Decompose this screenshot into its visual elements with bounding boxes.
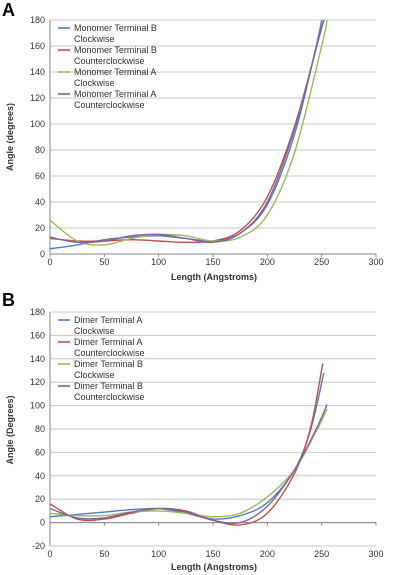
x-tick-label-b-1: 50 — [99, 549, 109, 559]
y-tick-label-b-7: 120 — [30, 377, 45, 387]
series-line-a-3 — [50, 20, 325, 244]
legend-label-a-0-0: Monomer Terminal B — [74, 23, 157, 33]
y-tick-label-a-3: 60 — [35, 171, 45, 181]
series-a — [50, 20, 328, 250]
legend-label-a-3-1: Counterclockwise — [74, 100, 145, 110]
y-axis-title-a: Angle (degrees) — [5, 103, 15, 171]
x-axis-title-b: Length (Angstroms) — [171, 562, 257, 572]
y-tick-label-a-7: 140 — [30, 67, 45, 77]
series-line-a-2 — [50, 20, 328, 246]
chart-panel-a: A 0 20 40 60 80 100 120 140 160 180 0 50 100 150 200 25… — [2, 0, 384, 282]
y-tick-label-a-9: 180 — [30, 15, 45, 25]
legend-label-a-3-0: Monomer Terminal A — [74, 89, 156, 99]
y-tick-label-b-3: 40 — [35, 471, 45, 481]
series-line-b-3 — [50, 404, 328, 525]
panel-label-a: A — [2, 0, 15, 20]
legend-label-b-1-1: Counterclockwise — [74, 348, 145, 358]
y-tick-label-a-4: 80 — [35, 145, 45, 155]
legend-label-b-2-1: Clockwise — [74, 370, 115, 380]
x-tick-label-a-2: 100 — [151, 257, 166, 267]
legend-label-b-0-0: Dimer Terminal A — [74, 315, 142, 325]
y-tick-label-a-1: 20 — [35, 223, 45, 233]
y-tick-label-a-5: 100 — [30, 119, 45, 129]
y-tick-label-a-0: 0 — [40, 249, 45, 259]
y-tick-label-b-0: -20 — [32, 541, 45, 551]
series-b — [50, 363, 328, 526]
legend-label-b-2-0: Dimer Terminal B — [74, 359, 143, 369]
legend-label-a-1-0: Monomer Terminal B — [74, 45, 157, 55]
series-line-b-2 — [50, 408, 328, 518]
legend-label-b-3-1: Counterclockwise — [74, 392, 145, 402]
x-tick-label-b-4: 200 — [260, 549, 275, 559]
y-tick-label-a-2: 40 — [35, 197, 45, 207]
legend-label-a-2-0: Monomer Terminal A — [74, 67, 156, 77]
x-axis-title-a: Length (Angstroms) — [171, 272, 257, 282]
x-tick-label-b-3: 150 — [205, 549, 220, 559]
axes-b — [49, 312, 377, 546]
tick-labels-a: 0 20 40 60 80 100 120 140 160 180 0 50 100 150 200 250 3… — [30, 15, 384, 267]
grid-b — [50, 311, 376, 547]
y-tick-label-b-2: 20 — [35, 494, 45, 504]
legend-label-a-2-1: Clockwise — [74, 78, 115, 88]
axes-a — [49, 20, 377, 257]
x-tick-label-b-2: 100 — [151, 549, 166, 559]
y-axis-title-b: Angle (Degrees) — [5, 395, 15, 464]
legend-label-b-3-0: Dimer Terminal B — [74, 381, 143, 391]
x-tick-label-a-4: 200 — [260, 257, 275, 267]
legend-label-a-0-1: Clockwise — [74, 34, 115, 44]
x-tick-label-a-0: 0 — [47, 257, 52, 267]
panel-label-b: B — [2, 290, 15, 310]
y-tick-label-b-5: 80 — [35, 424, 45, 434]
y-tick-label-a-8: 160 — [30, 41, 45, 51]
y-tick-label-a-6: 120 — [30, 93, 45, 103]
legend-label-b-0-1: Clockwise — [74, 326, 115, 336]
y-tick-label-b-10: 180 — [30, 307, 45, 317]
x-tick-label-a-1: 50 — [99, 257, 109, 267]
legend-label-a-1-1: Counterclockwise — [74, 56, 145, 66]
x-tick-label-b-6: 300 — [368, 549, 383, 559]
y-tick-label-b-1: 0 — [40, 518, 45, 528]
x-tick-label-b-0: 0 — [47, 549, 52, 559]
y-tick-label-b-9: 160 — [30, 330, 45, 340]
x-tick-label-a-6: 300 — [368, 257, 383, 267]
series-line-a-0 — [50, 20, 323, 250]
x-tick-label-a-3: 150 — [205, 257, 220, 267]
y-tick-label-b-4: 60 — [35, 447, 45, 457]
legend-label-b-1-0: Dimer Terminal A — [74, 337, 142, 347]
x-tick-label-a-5: 250 — [314, 257, 329, 267]
x-tick-label-b-5: 250 — [314, 549, 329, 559]
y-tick-label-b-6: 100 — [30, 401, 45, 411]
y-tick-label-b-8: 140 — [30, 354, 45, 364]
